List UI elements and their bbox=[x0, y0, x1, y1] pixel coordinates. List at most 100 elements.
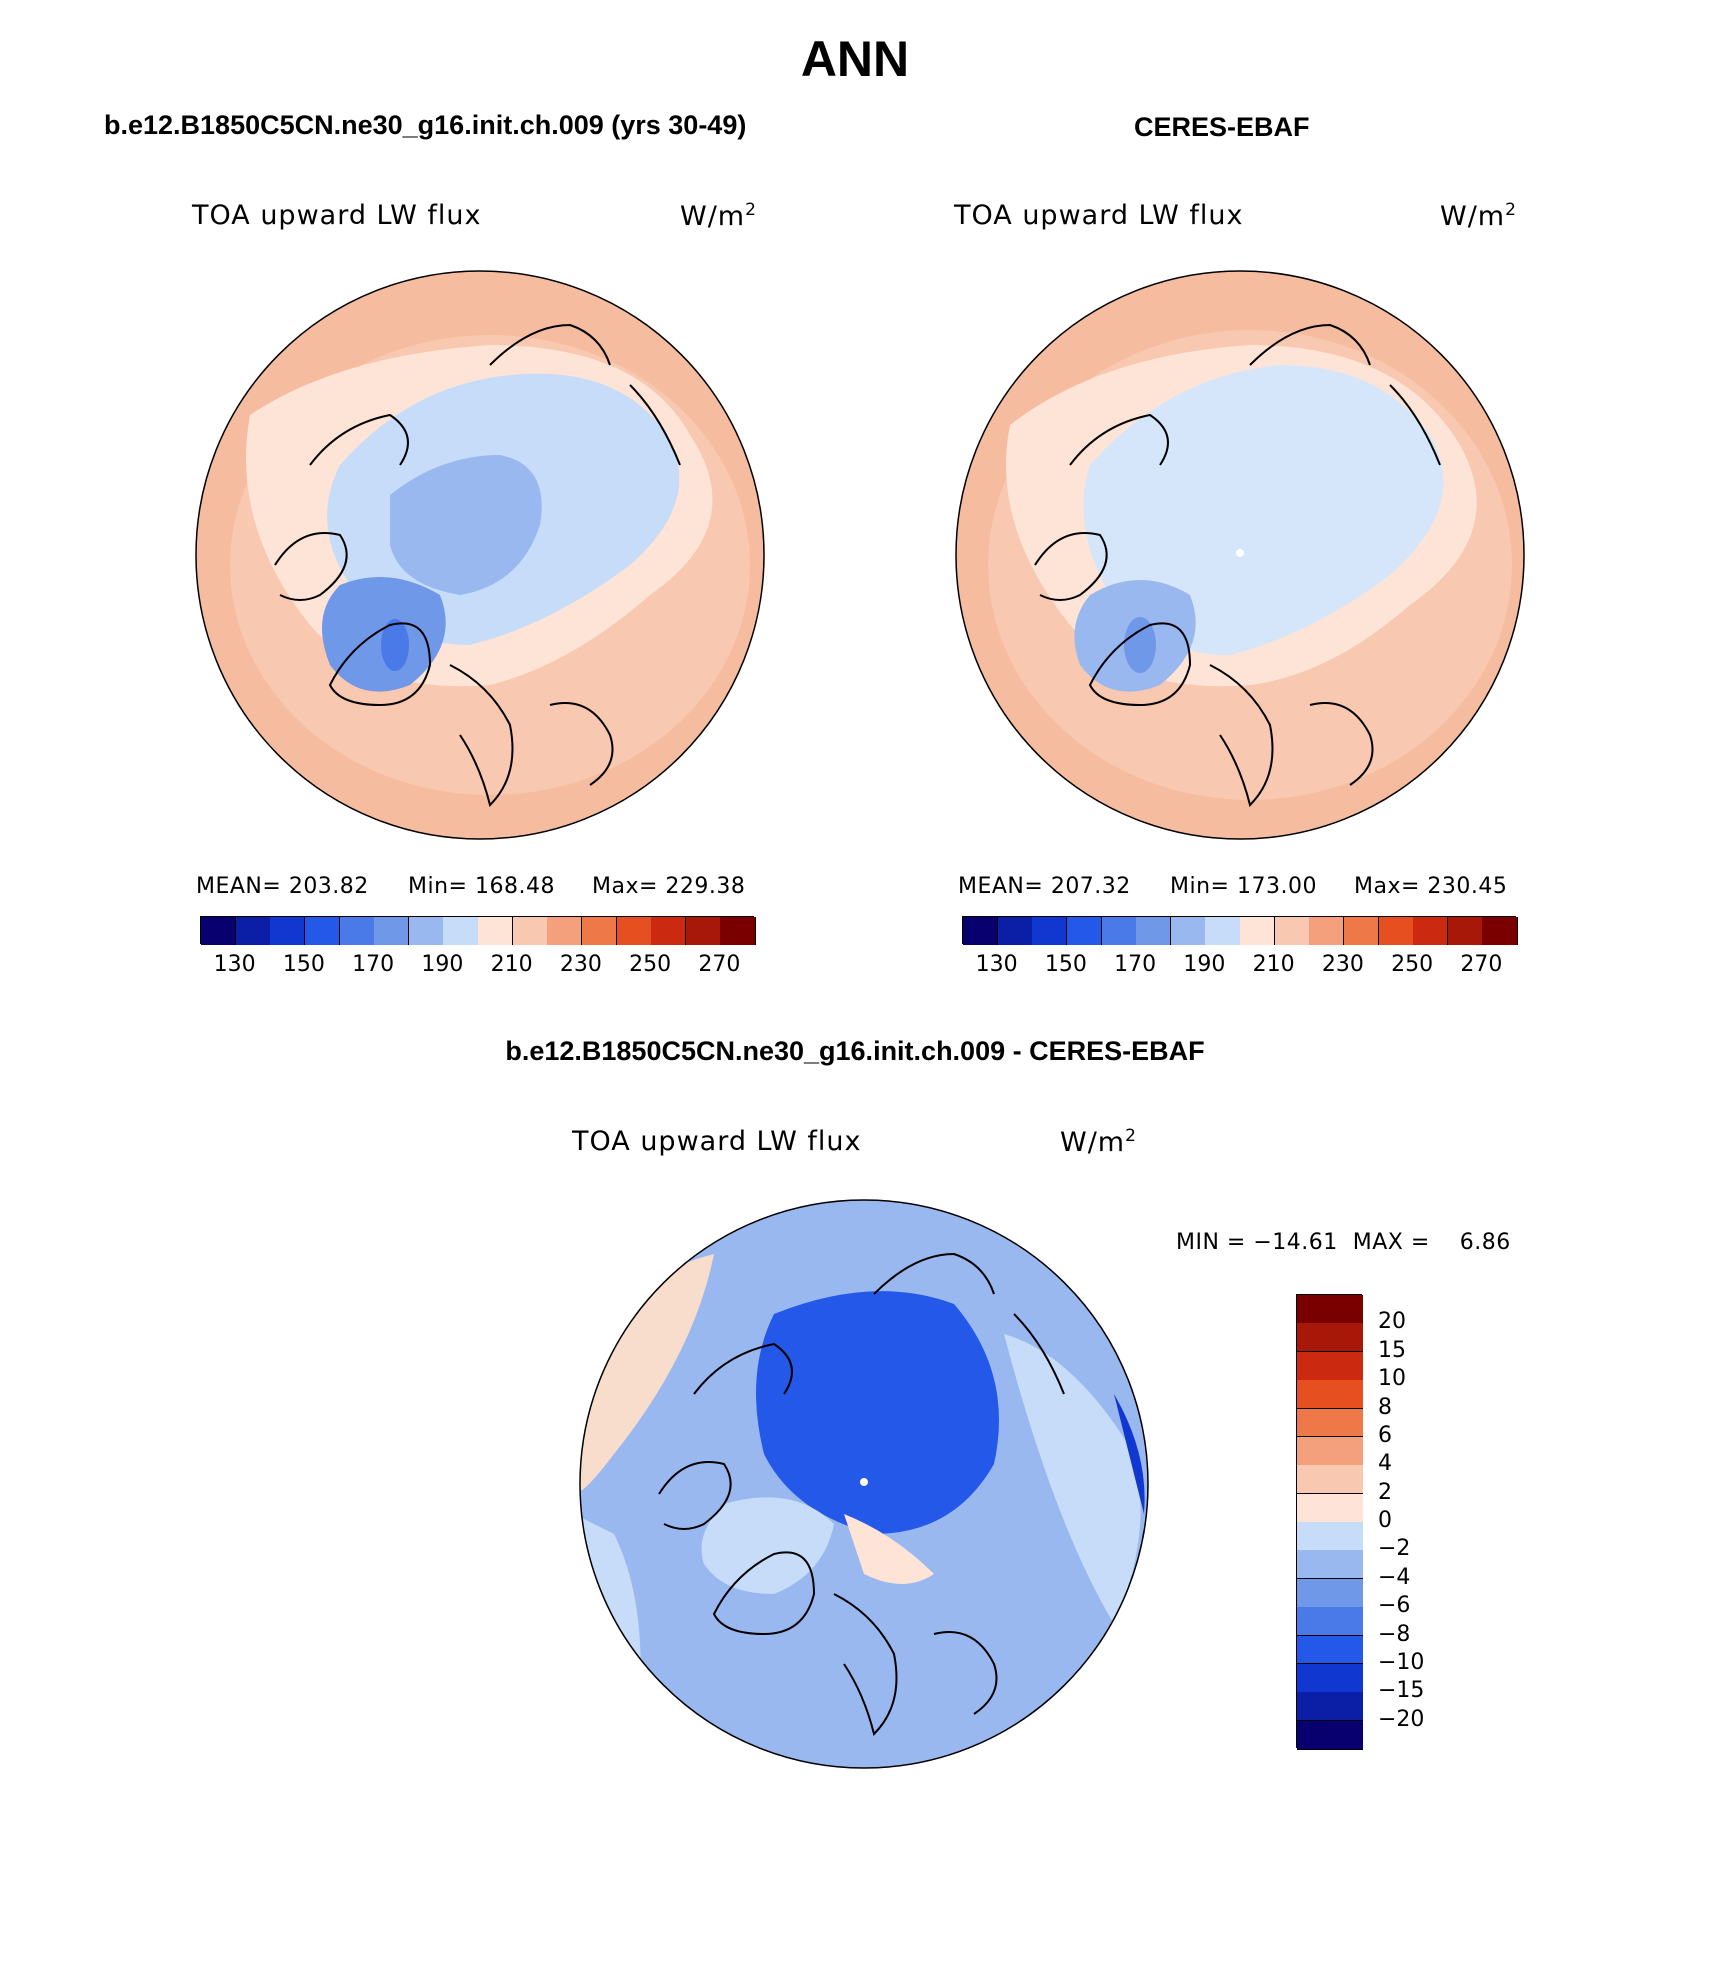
diff-light-region-east bbox=[1004, 1334, 1141, 1624]
model-max-stat: Max= 229.38 bbox=[592, 874, 746, 899]
model-panel-title: b.e12.B1850C5CN.ne30_g16.init.ch.009 (yr… bbox=[104, 110, 747, 140]
model-colorbar-box-0 bbox=[201, 917, 237, 945]
model-colorbar-box-14 bbox=[685, 917, 721, 945]
diff-colorbar-tick-2: 10 bbox=[1378, 1366, 1406, 1392]
diff-warm-region-center bbox=[844, 1514, 934, 1584]
diff-colorbar-box-5 bbox=[1297, 1436, 1363, 1466]
diff-colorbar-box-4 bbox=[1297, 1408, 1363, 1438]
obs-coastlines bbox=[1034, 323, 1441, 807]
model-map-border bbox=[195, 270, 765, 840]
diff-colorbar-box-8 bbox=[1297, 1522, 1363, 1551]
obs-colorbar-tick-190: 190 bbox=[1183, 952, 1226, 977]
obs-colorbar-box-14 bbox=[1447, 917, 1483, 945]
obs-greenland-core bbox=[1124, 617, 1156, 673]
diff-colorbar-box-15 bbox=[1297, 1720, 1363, 1750]
diff-colorbar-tick-0: 20 bbox=[1378, 1309, 1406, 1335]
model-colorbar-box-1 bbox=[235, 917, 271, 945]
diff-colorbar-box-1 bbox=[1297, 1323, 1363, 1353]
model-units-label: W/m2 bbox=[680, 200, 757, 232]
model-min-stat: Min= 168.48 bbox=[408, 874, 555, 899]
diff-coastlines bbox=[658, 1252, 1065, 1736]
obs-colorbar-box-5 bbox=[1136, 917, 1172, 945]
diff-colorbar bbox=[1296, 1294, 1363, 1750]
figure-title: ANN bbox=[800, 31, 910, 87]
diff-colorbar-tick-7: 0 bbox=[1378, 1508, 1392, 1533]
model-colorbar-tick-270: 270 bbox=[698, 952, 741, 977]
diff-colorbar-box-2 bbox=[1297, 1351, 1363, 1381]
diff-colorbar-box-13 bbox=[1297, 1663, 1363, 1693]
diff-colorbar-tick-6: 2 bbox=[1378, 1479, 1392, 1505]
obs-colorbar-box-13 bbox=[1413, 917, 1449, 945]
obs-arctic-region bbox=[1083, 365, 1444, 655]
diff-units-label: W/m2 bbox=[1060, 1126, 1137, 1158]
obs-units-label: W/m2 bbox=[1440, 200, 1517, 232]
model-polar-map bbox=[195, 270, 765, 840]
diff-colorbar-tick-5: 4 bbox=[1378, 1451, 1392, 1477]
model-colorbar-box-10 bbox=[547, 917, 583, 945]
model-greenland-core bbox=[381, 619, 409, 671]
model-colorbar-box-2 bbox=[270, 917, 306, 945]
obs-colorbar-tick-210: 210 bbox=[1252, 952, 1295, 977]
obs-colorbar-box-10 bbox=[1309, 917, 1345, 945]
obs-colorbar-box-12 bbox=[1378, 917, 1414, 945]
obs-colorbar-tick-130: 130 bbox=[975, 952, 1018, 977]
model-colorbar-tick-250: 250 bbox=[629, 952, 672, 977]
obs-colorbar-box-1 bbox=[997, 917, 1033, 945]
model-colorbar-box-13 bbox=[651, 917, 687, 945]
obs-colorbar-box-11 bbox=[1343, 917, 1379, 945]
obs-colorbar-box-8 bbox=[1240, 917, 1276, 945]
obs-map-border bbox=[955, 270, 1525, 840]
obs-min-stat: Min= 173.00 bbox=[1170, 874, 1317, 899]
obs-colorbar-tick-230: 230 bbox=[1321, 952, 1364, 977]
model-colorbar-ticks: 130 150 170 190 210 230 250 270 bbox=[200, 952, 754, 982]
model-colorbar-box-4 bbox=[339, 917, 375, 945]
model-colorbar-box-7 bbox=[443, 917, 479, 945]
model-colorbar-box-15 bbox=[720, 917, 756, 945]
diff-colorbar-tick-14: −20 bbox=[1378, 1706, 1425, 1732]
diff-colorbar-tick-4: 6 bbox=[1378, 1422, 1392, 1448]
diff-minmax-stat: MIN = −14.61 MAX = 6.86 bbox=[1176, 1230, 1511, 1255]
model-colorbar-box-8 bbox=[478, 917, 514, 945]
obs-colorbar-box-2 bbox=[1032, 917, 1068, 945]
diff-variable-label: TOA upward LW flux bbox=[572, 1126, 862, 1157]
obs-colorbar bbox=[962, 916, 1518, 945]
obs-colorbar-box-7 bbox=[1205, 917, 1241, 945]
diff-colorbar-tick-1: 15 bbox=[1378, 1337, 1406, 1363]
diff-colorbar-box-12 bbox=[1297, 1635, 1363, 1665]
obs-colorbar-tick-150: 150 bbox=[1044, 952, 1087, 977]
obs-colorbar-tick-250: 250 bbox=[1391, 952, 1434, 977]
obs-colorbar-box-0 bbox=[963, 917, 999, 945]
diff-colorbar-tick-3: 8 bbox=[1378, 1394, 1392, 1420]
diff-polar-map bbox=[579, 1199, 1149, 1769]
model-colorbar-box-3 bbox=[304, 917, 340, 945]
diff-colorbar-box-6 bbox=[1297, 1465, 1363, 1495]
model-colorbar-tick-210: 210 bbox=[490, 952, 533, 977]
diff-colorbar-box-0 bbox=[1297, 1295, 1363, 1324]
model-mean-stat: MEAN= 203.82 bbox=[196, 874, 369, 899]
diff-pole-hole bbox=[860, 1478, 868, 1486]
diff-colorbar-box-7 bbox=[1297, 1493, 1363, 1523]
obs-colorbar-tick-270: 270 bbox=[1460, 952, 1503, 977]
diff-colorbar-tick-13: −15 bbox=[1378, 1678, 1425, 1704]
obs-panel-title: CERES-EBAF bbox=[1134, 112, 1310, 142]
obs-colorbar-tick-170: 170 bbox=[1114, 952, 1157, 977]
model-coastlines bbox=[274, 323, 681, 807]
diff-arctic-core bbox=[756, 1291, 999, 1534]
model-colorbar-box-9 bbox=[512, 917, 548, 945]
diff-colorbar-ticks: 20 15 10 8 6 4 2 0 −2 −4 −6 −8 −10 −15 −20 bbox=[1378, 1294, 1478, 1748]
diff-colorbar-tick-11: −8 bbox=[1378, 1621, 1411, 1647]
model-colorbar-tick-190: 190 bbox=[421, 952, 464, 977]
diff-map-border bbox=[579, 1199, 1149, 1769]
obs-polar-map bbox=[955, 270, 1525, 840]
diff-panel-title: b.e12.B1850C5CN.ne30_g16.init.ch.009 - C… bbox=[505, 1036, 1205, 1066]
model-arctic-core bbox=[390, 455, 542, 595]
obs-variable-label: TOA upward LW flux bbox=[954, 200, 1244, 231]
diff-greenland-region bbox=[701, 1497, 834, 1594]
model-colorbar-box-12 bbox=[616, 917, 652, 945]
diff-deep-region-east bbox=[1114, 1394, 1145, 1514]
model-colorbar-tick-130: 130 bbox=[213, 952, 256, 977]
obs-colorbar-box-6 bbox=[1170, 917, 1206, 945]
model-colorbar-tick-230: 230 bbox=[559, 952, 602, 977]
model-colorbar-box-5 bbox=[374, 917, 410, 945]
model-variable-label: TOA upward LW flux bbox=[192, 200, 482, 231]
